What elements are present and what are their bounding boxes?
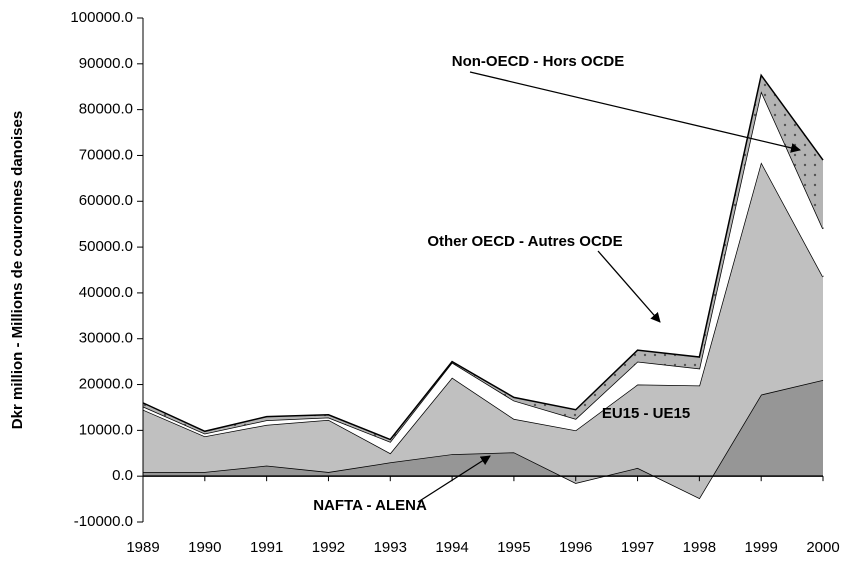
x-tick-label: 1999	[744, 539, 777, 556]
area	[143, 91, 823, 454]
annotation-arrow	[417, 455, 491, 503]
y-tick-label: 90000.0	[79, 55, 133, 72]
area	[143, 379, 823, 499]
x-tick-label: 1990	[188, 539, 221, 556]
x-tick-label: 1991	[250, 539, 283, 556]
y-tick-label: -10000.0	[74, 513, 133, 530]
y-tick-label: 40000.0	[79, 284, 133, 301]
y-tick-label: 70000.0	[79, 146, 133, 163]
x-tick-label: 1993	[374, 539, 407, 556]
x-tick-label: 1989	[126, 539, 159, 556]
x-tick-label: 2000	[806, 539, 839, 556]
y-tick-label: 10000.0	[79, 421, 133, 438]
x-tick-label: 1996	[559, 539, 592, 556]
y-tick-label: 30000.0	[79, 330, 133, 347]
x-tick-label: 1998	[683, 539, 716, 556]
annotation: EU15 - UE15	[602, 405, 690, 422]
annotation: Other OECD - Autres OCDE	[427, 233, 622, 250]
y-tick-label: 60000.0	[79, 192, 133, 209]
annotation: NAFTA - ALENA	[313, 497, 427, 514]
area	[143, 75, 823, 442]
y-tick-label: 80000.0	[79, 101, 133, 118]
y-tick-label: 0.0	[112, 467, 133, 484]
annotation-arrow	[597, 250, 661, 323]
x-tick-label: 1992	[312, 539, 345, 556]
area	[143, 162, 823, 499]
y-tick-label: 100000.0	[70, 9, 133, 26]
y-axis-label: Dkr million - Millions de couronnes dano…	[9, 111, 26, 429]
x-tick-label: 1994	[435, 539, 468, 556]
y-tick-label: 20000.0	[79, 376, 133, 393]
annotation-arrow	[469, 71, 801, 153]
x-tick-label: 1995	[497, 539, 530, 556]
area-edge	[142, 73, 824, 441]
areas	[142, 73, 824, 500]
x-tick-label: 1997	[621, 539, 654, 556]
annotation: Non-OECD - Hors OCDE	[452, 53, 625, 70]
y-tick-label: 50000.0	[79, 238, 133, 255]
